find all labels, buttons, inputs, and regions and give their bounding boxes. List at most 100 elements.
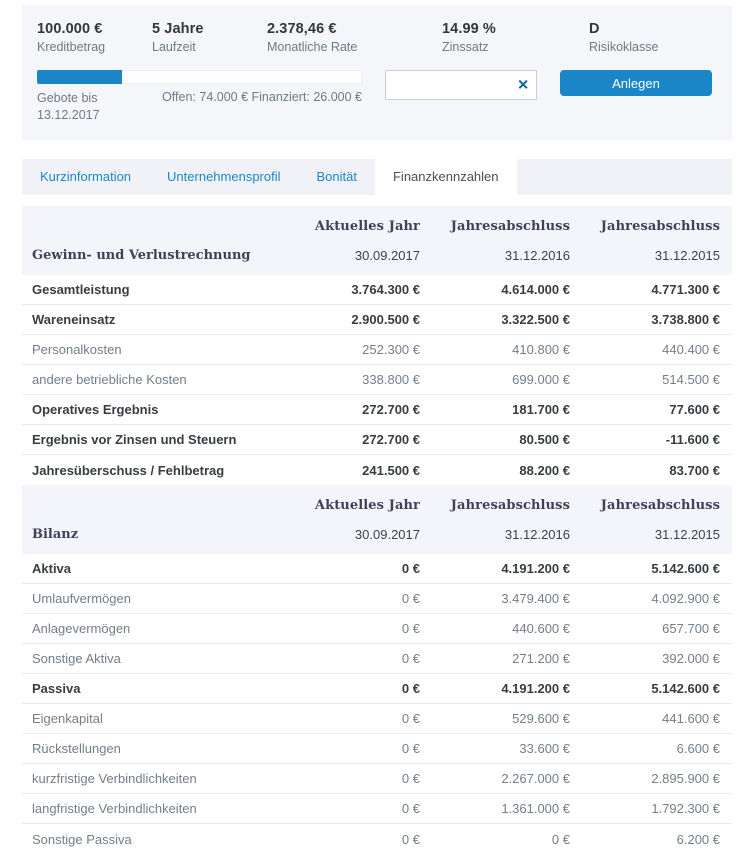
row-label: Aktiva [32, 561, 72, 576]
bids-deadline-label: Gebote bis [37, 91, 98, 105]
table-row: Wareneinsatz 2.900.500 € 3.322.500 € 3.738.… [22, 305, 732, 335]
row-value: 440.600 € [512, 621, 570, 636]
row-value: 3.479.400 € [501, 591, 570, 606]
table-row: kurzfristige Verbindlichkeiten 0 € 2.267.0… [22, 764, 732, 794]
column-header-row: Aktuelles Jahr Jahresabschluss Jahresabsch… [22, 217, 732, 234]
row-value: 4.191.200 € [501, 561, 570, 576]
funding-progress-group: Gebote bis 13.12.2017 Offen: 74.000 € Fi… [37, 70, 362, 124]
row-value: 0 € [401, 801, 420, 816]
loan-stats: 100.000 € Kreditbetrag 5 Jahre Laufzeit … [37, 21, 712, 54]
table-row: Sonstige Aktiva 0 € 271.200 € 392.000 € [22, 644, 732, 674]
row-value: 6.200 € [676, 831, 720, 847]
stat-risikoklasse: D Risikoklasse [589, 21, 712, 54]
row-value: 4.092.900 € [651, 591, 720, 606]
row-value: 2.895.900 € [651, 771, 720, 786]
row-value: 338.800 € [362, 372, 420, 387]
column-date: 31.12.2015 [654, 248, 720, 263]
row-label: Passiva [32, 681, 81, 696]
row-value: 0 € [401, 561, 420, 576]
table-row: andere betriebliche Kosten 338.800 € 699.0… [22, 365, 732, 395]
row-label: Gesamtleistung [32, 282, 130, 297]
row-label: Ergebnis vor Zinsen und Steuern [32, 432, 237, 447]
column-header: Aktuelles Jahr [314, 219, 420, 234]
column-header: Jahresabschluss [450, 498, 570, 513]
row-label: kurzfristige Verbindlichkeiten [32, 771, 197, 786]
tab-bonitaet[interactable]: Bonität [316, 169, 357, 184]
stat-kreditbetrag: 100.000 € Kreditbetrag [37, 21, 152, 54]
financial-table: Aktuelles Jahr Jahresabschluss Jahresabsch… [22, 206, 732, 854]
detail-tabs: Kurzinformation Unternehmensprofil Bonit… [22, 159, 732, 195]
row-value: 4.191.200 € [501, 681, 570, 696]
column-header: Jahresabschluss [450, 219, 570, 234]
section-title-row: Gewinn- und Verlustrechnung 30.09.2017 31.… [22, 234, 732, 263]
row-value: 392.000 € [662, 651, 720, 666]
row-value: 6.600 € [676, 741, 720, 756]
row-label: langfristige Verbindlichkeiten [32, 801, 197, 816]
row-value: 529.600 € [512, 711, 570, 726]
section-rows: Gesamtleistung 3.764.300 € 4.614.000 € 4.77… [22, 275, 732, 485]
stat-label: Kreditbetrag [37, 40, 106, 54]
row-label: Wareneinsatz [32, 312, 116, 327]
stat-value: 5 Jahre [152, 21, 204, 37]
row-value: -11.600 € [665, 432, 720, 447]
row-label: Personalkosten [32, 342, 122, 357]
column-date: 31.12.2016 [504, 527, 570, 542]
stat-value: 2.378,46 € [267, 21, 337, 37]
table-row: langfristige Verbindlichkeiten 0 € 1.361.0… [22, 794, 732, 824]
row-value: 181.700 € [512, 402, 570, 417]
table-row: Aktiva 0 € 4.191.200 € 5.142.600 € [22, 554, 732, 584]
stat-label: Laufzeit [152, 40, 196, 54]
tab-kurzinformation[interactable]: Kurzinformation [40, 169, 132, 184]
row-value: 0 € [551, 831, 570, 847]
column-header: Aktuelles Jahr [314, 498, 420, 513]
stat-value: 100.000 € [37, 21, 103, 37]
row-value: 0 € [401, 711, 420, 726]
row-label: Sonstige Passiva [32, 831, 132, 847]
funding-status-text: Offen: 74.000 € Finanziert: 26.000 € [162, 90, 362, 104]
row-value: 699.000 € [512, 372, 570, 387]
row-value: 3.764.300 € [351, 282, 420, 297]
column-date: 31.12.2016 [504, 248, 570, 263]
table-row: Ergebnis vor Zinsen und Steuern 272.700 €… [22, 425, 732, 455]
row-value: 0 € [401, 651, 420, 666]
funding-progress-meta: Gebote bis 13.12.2017 Offen: 74.000 € Fi… [37, 90, 362, 124]
funding-action-row: Gebote bis 13.12.2017 Offen: 74.000 € Fi… [37, 70, 712, 124]
tab-finanzkennzahlen[interactable]: Finanzkennzahlen [374, 159, 517, 195]
row-value: 3.322.500 € [501, 312, 570, 327]
row-value: 272.700 € [362, 432, 420, 447]
row-value: 0 € [401, 741, 420, 756]
row-value: 77.600 € [669, 402, 720, 417]
table-row: Anlagevermögen 0 € 440.600 € 657.700 € [22, 614, 732, 644]
row-label: Umlaufvermögen [32, 591, 131, 606]
row-label: andere betriebliche Kosten [32, 372, 187, 387]
bids-deadline-date: 13.12.2017 [37, 108, 100, 122]
row-value: 83.700 € [669, 462, 720, 478]
bid-amount-input[interactable] [385, 70, 537, 100]
row-value: 33.600 € [519, 741, 570, 756]
row-value: 0 € [401, 591, 420, 606]
column-header: Jahresabschluss [600, 219, 720, 234]
row-value: 252.300 € [362, 342, 420, 357]
tab-unternehmensprofil[interactable]: Unternehmensprofil [167, 169, 281, 184]
table-section-header: Aktuelles Jahr Jahresabschluss Jahresabsch… [22, 206, 732, 275]
anlegen-button[interactable]: Anlegen [560, 70, 712, 96]
clear-input-icon[interactable]: ✕ [517, 76, 529, 93]
row-value: 4.771.300 € [651, 282, 720, 297]
stat-zinssatz: 14.99 % Zinssatz [442, 21, 589, 54]
column-date: 30.09.2017 [354, 527, 420, 542]
row-value: 1.792.300 € [651, 801, 720, 816]
column-header: Jahresabschluss [600, 498, 720, 513]
stat-value: D [589, 21, 600, 37]
row-value: 1.361.000 € [501, 801, 570, 816]
section-title: Bilanz [32, 527, 79, 542]
row-label: Sonstige Aktiva [32, 651, 121, 666]
row-value: 514.500 € [662, 372, 720, 387]
column-date: 30.09.2017 [354, 248, 420, 263]
row-value: 5.142.600 € [651, 561, 720, 576]
row-value: 0 € [401, 681, 420, 696]
row-value: 2.900.500 € [351, 312, 420, 327]
row-value: 410.800 € [512, 342, 570, 357]
row-value: 272.700 € [362, 402, 420, 417]
row-value: 4.614.000 € [501, 282, 570, 297]
stat-laufzeit: 5 Jahre Laufzeit [152, 21, 267, 54]
